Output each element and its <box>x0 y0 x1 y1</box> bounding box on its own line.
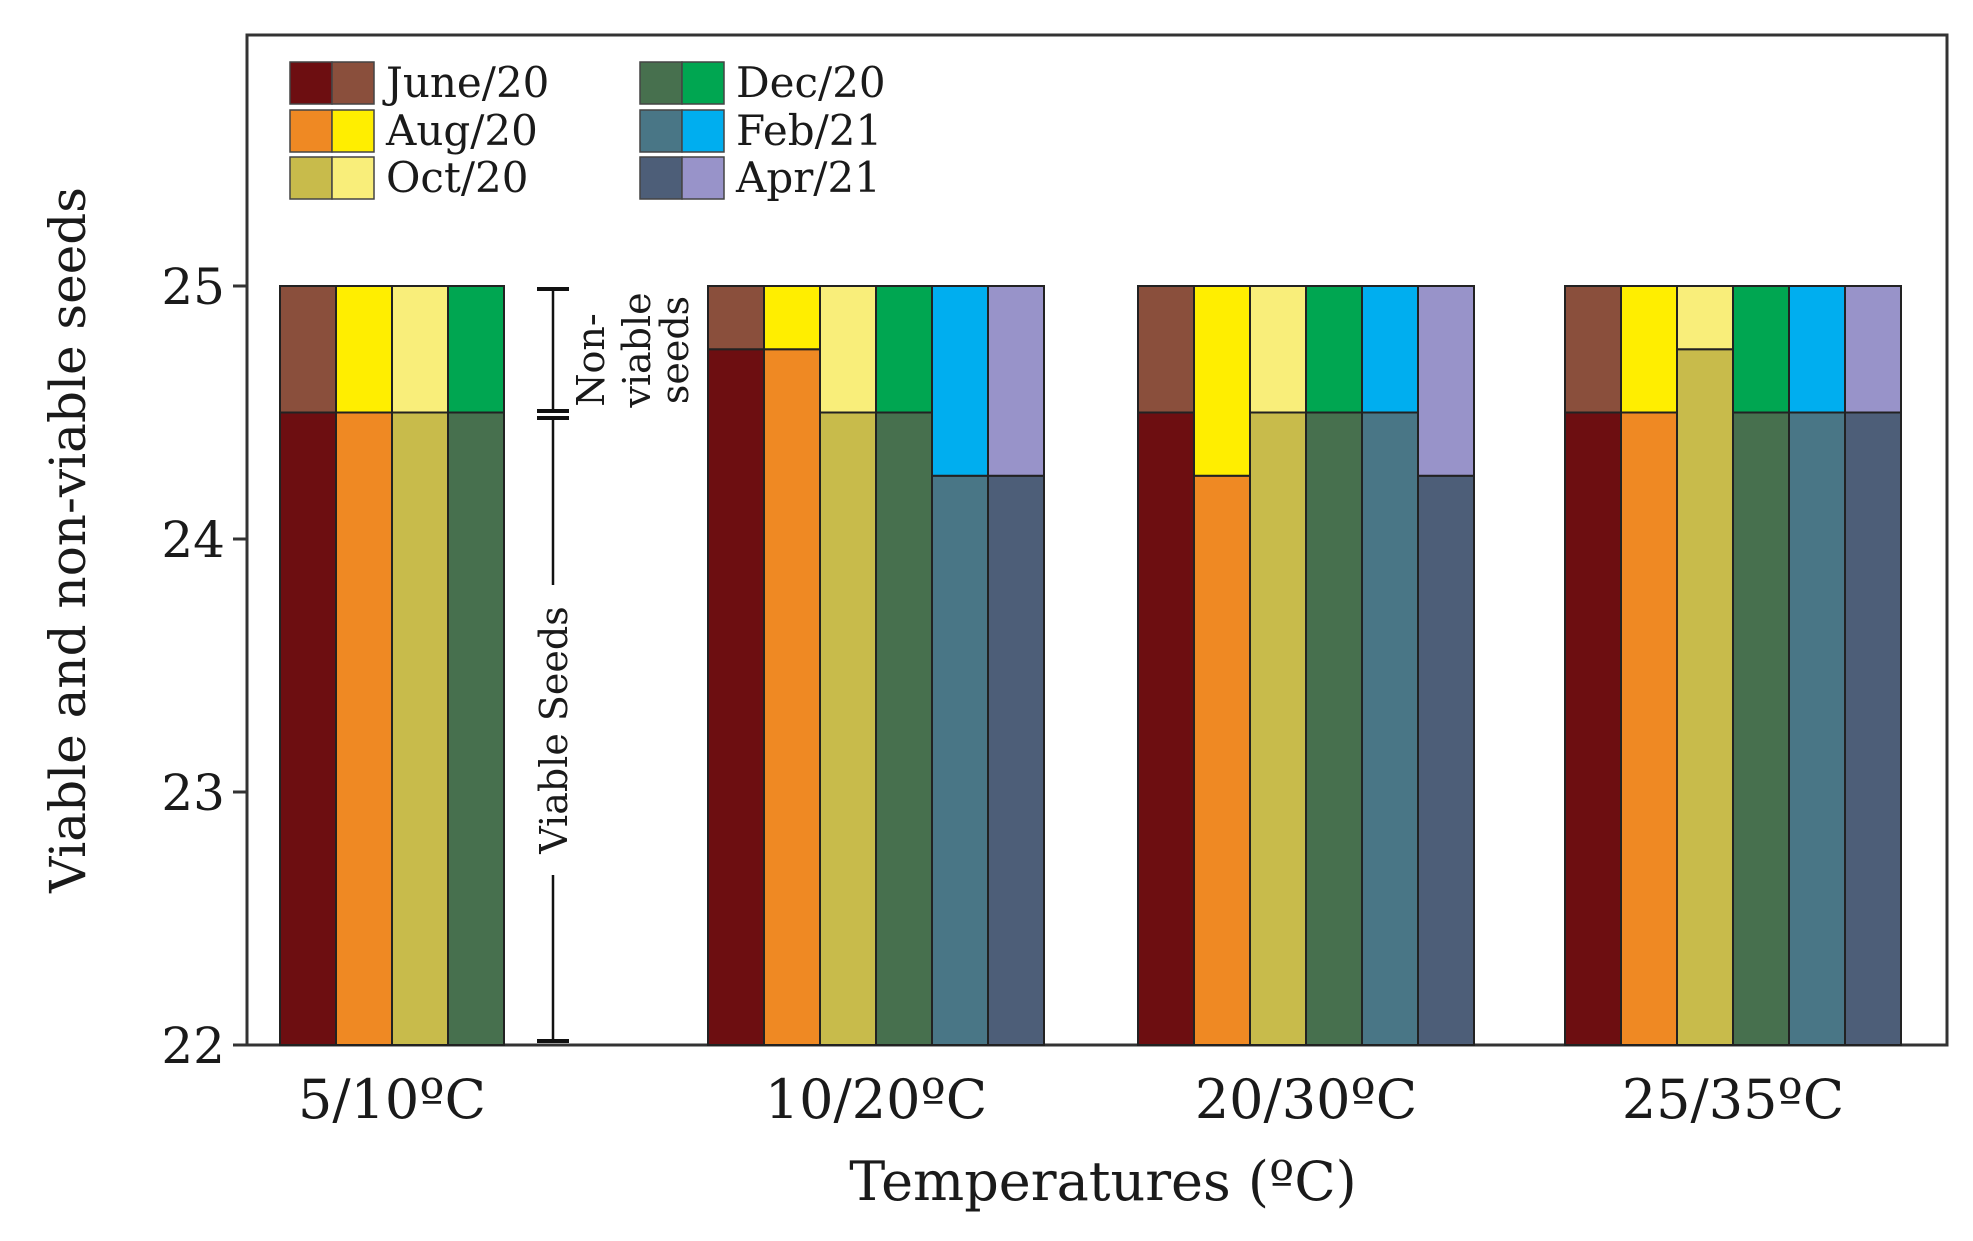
legend-swatch-nonviable <box>331 61 375 105</box>
legend-entry-label: Oct/20 <box>386 153 528 202</box>
x-tick-label: 10/20ºC <box>765 1068 987 1131</box>
bar-viable <box>1193 474 1251 1046</box>
legend-entry-label: Aug/20 <box>385 106 538 155</box>
bar-nonviable <box>1417 285 1475 477</box>
bar-nonviable <box>1732 285 1790 414</box>
bar-nonviable <box>763 285 821 351</box>
bar-viable <box>1732 411 1790 1046</box>
legend-swatch-viable <box>289 109 333 153</box>
bar-nonviable <box>335 285 393 414</box>
bar-viable <box>763 348 821 1046</box>
legend-swatch-viable <box>289 61 333 105</box>
y-tick-label: 24 <box>161 511 225 569</box>
legend-swatch-nonviable <box>681 61 725 105</box>
legend-swatch-nonviable <box>681 109 725 153</box>
bar-viable <box>1249 411 1307 1046</box>
bar-viable <box>1305 411 1363 1046</box>
y-axis-label: Viable and non-viable seeds <box>39 187 97 894</box>
viable-seeds-annotation: Viable Seeds <box>532 606 576 854</box>
x-tick-label: 25/35ºC <box>1622 1068 1844 1131</box>
bar-viable <box>1620 411 1678 1046</box>
legend-entry-label: Feb/21 <box>736 106 882 155</box>
bar-nonviable <box>447 285 505 414</box>
nonviable-annotation-line1: Non- <box>569 313 613 406</box>
bar-nonviable <box>707 285 765 351</box>
bar-viable <box>1417 474 1475 1046</box>
x-tick-labels: 5/10ºC 10/20ºC 20/30ºC 25/35ºC <box>298 1068 1844 1131</box>
legend-swatch-viable <box>639 109 683 153</box>
legend-entry-label: Dec/20 <box>736 58 886 107</box>
bar-viable <box>1844 411 1902 1046</box>
bar-viable <box>391 411 449 1046</box>
bar-viable <box>1676 348 1734 1046</box>
legend-swatch-nonviable <box>331 156 375 200</box>
bar-nonviable <box>1844 285 1902 414</box>
legend-entry-label: Apr/21 <box>735 153 881 202</box>
bar-nonviable <box>1305 285 1363 414</box>
bar-viable <box>707 348 765 1046</box>
bar-nonviable <box>391 285 449 414</box>
legend-swatch-nonviable <box>681 156 725 200</box>
bar-viable <box>279 411 337 1046</box>
bar-viable <box>931 474 989 1046</box>
bar-nonviable <box>1249 285 1307 414</box>
legend-swatch-viable <box>639 61 683 105</box>
bar-nonviable <box>987 285 1045 477</box>
bar-viable <box>1361 411 1419 1046</box>
bar-nonviable <box>1361 285 1419 414</box>
legend-swatch-viable <box>289 156 333 200</box>
bar-viable <box>447 411 505 1046</box>
bar-nonviable <box>279 285 337 414</box>
bar-nonviable <box>819 285 877 414</box>
bar-viable <box>875 411 933 1046</box>
bar-nonviable <box>1193 285 1251 477</box>
x-tick-label: 5/10ºC <box>298 1068 486 1131</box>
bar-nonviable <box>1676 285 1734 351</box>
bar-nonviable <box>1788 285 1846 414</box>
x-tick-label: 20/30ºC <box>1195 1068 1417 1131</box>
bar-nonviable <box>931 285 989 477</box>
bar-nonviable <box>1564 285 1622 414</box>
x-axis-label: Temperatures (ºC) <box>849 1150 1357 1213</box>
legend-swatch-nonviable <box>331 109 375 153</box>
bar-viable <box>1788 411 1846 1046</box>
nonviable-annotation-line2: viable <box>615 292 659 408</box>
y-ticks: 22 23 24 25 <box>161 258 247 1075</box>
bars-layer <box>279 285 1902 1046</box>
y-tick-label: 22 <box>161 1017 225 1075</box>
bar-nonviable <box>1620 285 1678 414</box>
bar-nonviable <box>875 285 933 414</box>
bar-viable <box>1564 411 1622 1046</box>
bar-viable <box>1137 411 1195 1046</box>
bar-nonviable <box>1137 285 1195 414</box>
viable-bracket <box>537 287 569 1043</box>
legend-swatch-viable <box>639 156 683 200</box>
bar-viable <box>335 411 393 1046</box>
bar-viable <box>987 474 1045 1046</box>
y-tick-label: 25 <box>161 258 225 316</box>
legend-entry-label: June/20 <box>382 58 549 107</box>
y-tick-label: 23 <box>161 764 225 822</box>
bar-viable <box>819 411 877 1046</box>
nonviable-annotation-line3: seeds <box>653 296 697 404</box>
